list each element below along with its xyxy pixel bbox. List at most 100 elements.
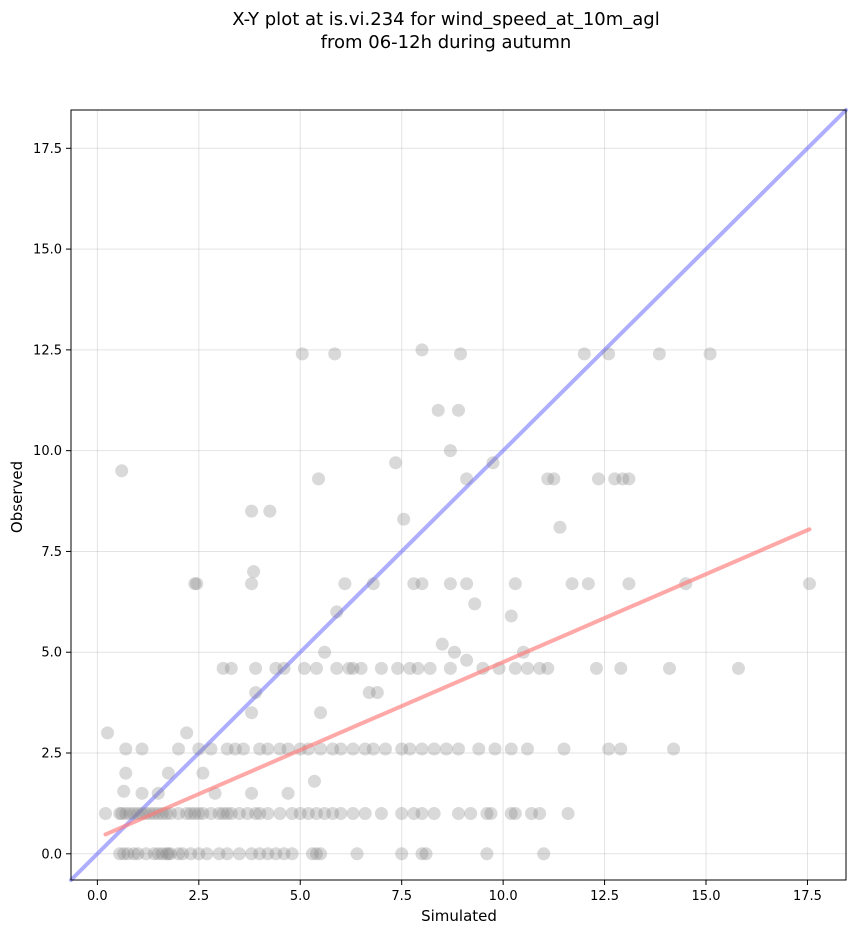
data-point — [338, 577, 352, 591]
data-point — [403, 742, 417, 756]
data-point — [273, 742, 287, 756]
data-point — [480, 806, 494, 820]
data-point — [277, 661, 291, 675]
data-point — [245, 706, 259, 720]
data-point — [220, 847, 234, 861]
data-point — [301, 806, 315, 820]
data-point — [204, 742, 218, 756]
y-tick-label: 0.0 — [41, 847, 62, 862]
data-point — [589, 661, 603, 675]
data-point — [334, 806, 348, 820]
data-point — [196, 806, 210, 820]
data-point — [123, 806, 137, 820]
data-point — [249, 686, 263, 700]
data-point — [281, 786, 295, 800]
data-point — [131, 847, 145, 861]
data-point — [245, 504, 259, 518]
data-point — [113, 806, 127, 820]
data-point — [161, 847, 175, 861]
data-point — [342, 661, 356, 675]
data-point — [488, 742, 502, 756]
x-tick-label: 5.0 — [290, 889, 311, 904]
data-point — [163, 847, 177, 861]
y-tick-label: 12.5 — [33, 343, 62, 358]
data-point — [662, 661, 676, 675]
data-point — [508, 806, 522, 820]
data-point — [200, 847, 214, 861]
gridlines — [71, 110, 846, 880]
data-point — [293, 806, 307, 820]
data-point — [273, 806, 287, 820]
data-point — [541, 472, 555, 486]
data-point — [460, 653, 474, 667]
data-point — [397, 512, 411, 526]
data-point — [443, 661, 457, 675]
data-point — [602, 742, 616, 756]
data-point — [216, 806, 230, 820]
data-point — [374, 661, 388, 675]
data-point — [508, 577, 522, 591]
y-tick-label: 15.0 — [33, 243, 62, 258]
data-point — [362, 686, 376, 700]
data-point — [454, 347, 468, 361]
data-point — [188, 577, 202, 591]
data-point — [468, 597, 482, 611]
data-point — [180, 806, 194, 820]
x-axis-label: Simulated — [421, 907, 497, 925]
data-point — [358, 742, 372, 756]
data-point — [508, 661, 522, 675]
data-point — [245, 786, 259, 800]
data-point — [285, 806, 299, 820]
data-point — [305, 847, 319, 861]
chart-title-line-2: from 06-12h during autumn — [321, 32, 572, 53]
data-point — [419, 847, 433, 861]
data-point — [127, 806, 141, 820]
data-point — [184, 806, 198, 820]
data-point — [277, 847, 291, 861]
data-point — [614, 661, 628, 675]
data-point — [565, 577, 579, 591]
data-point — [172, 742, 186, 756]
data-point — [447, 645, 461, 659]
data-point — [480, 847, 494, 861]
data-point — [326, 742, 340, 756]
data-point — [443, 444, 457, 458]
data-point — [312, 472, 326, 486]
data-point — [188, 806, 202, 820]
data-point — [435, 637, 449, 651]
data-point — [504, 742, 518, 756]
data-point — [391, 661, 405, 675]
data-point — [314, 847, 328, 861]
data-point — [652, 347, 666, 361]
data-point — [443, 577, 457, 591]
data-point — [269, 661, 283, 675]
identity-line-layer — [69, 108, 848, 882]
x-tick-label: 17.5 — [793, 889, 822, 904]
y-axis-label: Observed — [8, 461, 26, 533]
data-point — [307, 774, 321, 788]
data-point — [395, 847, 409, 861]
data-point — [667, 742, 681, 756]
data-point — [253, 806, 267, 820]
data-point — [119, 742, 133, 756]
data-point — [561, 806, 575, 820]
data-point — [802, 577, 816, 591]
data-point — [326, 806, 340, 820]
data-point — [525, 806, 539, 820]
data-point — [212, 806, 226, 820]
points-layer — [98, 343, 816, 861]
data-point — [622, 472, 636, 486]
fit-line-layer — [103, 527, 812, 837]
data-point — [309, 806, 323, 820]
data-point — [261, 847, 275, 861]
data-point — [407, 806, 421, 820]
x-tick-label: 15.0 — [692, 889, 721, 904]
data-point — [204, 806, 218, 820]
data-point — [135, 786, 149, 800]
data-point — [346, 661, 360, 675]
data-point — [220, 806, 234, 820]
data-point — [330, 661, 344, 675]
x-tick-label: 10.0 — [489, 889, 518, 904]
data-point — [557, 742, 571, 756]
data-point — [533, 661, 547, 675]
